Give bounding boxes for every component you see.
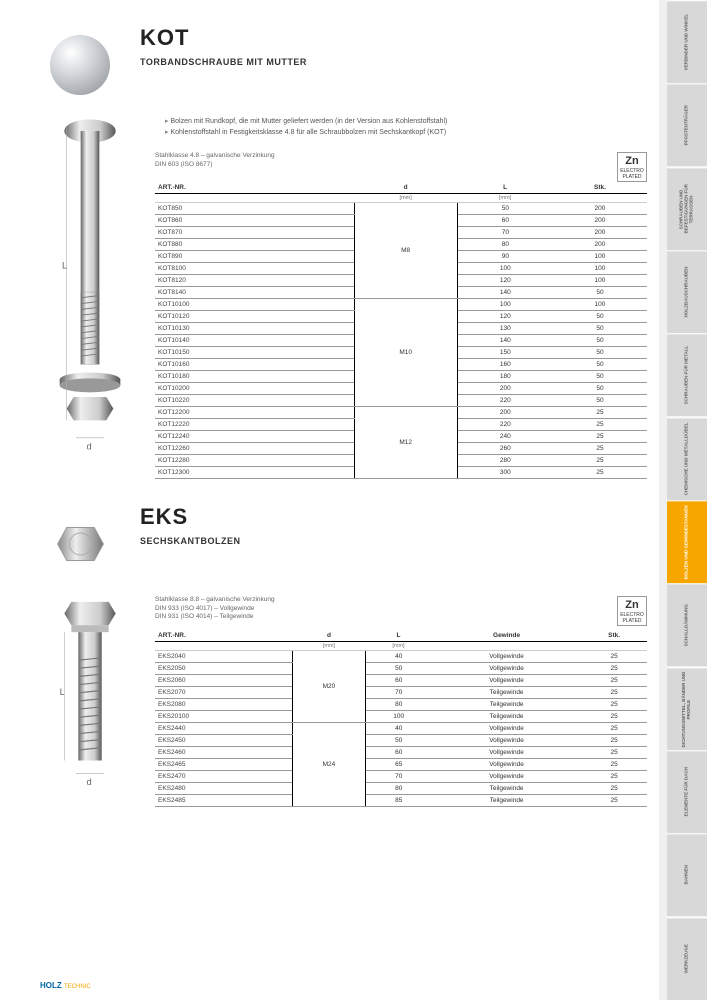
kot-title: KOT bbox=[140, 25, 307, 51]
table-row: KOT12200M1220025 bbox=[155, 407, 647, 419]
table-row: EKS2440M2440Vollgewinde25 bbox=[155, 722, 647, 734]
table-row: EKS247070Vollgewinde25 bbox=[155, 770, 647, 782]
sidebar-tab[interactable]: SCHRAUBEN FÜR METALL bbox=[667, 333, 707, 416]
table-row: EKS20100100Teilgewinde25 bbox=[155, 710, 647, 722]
table-row: EKS206060Vollgewinde25 bbox=[155, 674, 647, 686]
eks-diagram: L d bbox=[40, 596, 140, 806]
section-eks: EKS SECHSKANTBOLZEN L d ZnELECTROPLATED … bbox=[40, 504, 647, 806]
eks-thumb bbox=[40, 504, 120, 584]
kot-spec: Stahlklasse 4.8 – galvanische Verzinkung… bbox=[155, 152, 647, 169]
eks-table: ART.-NR.dLGewindeStk. [mm][mm] EKS2040M2… bbox=[155, 630, 647, 807]
svg-text:d: d bbox=[87, 442, 92, 452]
kot-table: ART.-NR.dLStk. [mm][mm] KOT850M850200KOT… bbox=[155, 182, 647, 479]
footer-brand: HOLZ TECHNIC bbox=[40, 981, 91, 990]
table-row: EKS205050Vollgewinde25 bbox=[155, 662, 647, 674]
svg-text:d: d bbox=[87, 777, 92, 787]
section-kot: KOT TORBANDSCHRAUBE MIT MUTTER L d Bolze… bbox=[40, 25, 647, 479]
table-row: EKS245050Vollgewinde25 bbox=[155, 734, 647, 746]
eks-subtitle: SECHSKANTBOLZEN bbox=[140, 536, 241, 546]
sidebar-tab[interactable]: PFOSTENTRÄGER bbox=[667, 83, 707, 166]
bullet-item: Kohlenstoffstahl in Festigkeitsklasse 4.… bbox=[165, 128, 647, 137]
sidebar-tab[interactable]: BAHNEN bbox=[667, 833, 707, 916]
table-row: EKS207070Teilgewinde25 bbox=[155, 686, 647, 698]
sidebar-tab[interactable]: SCHRAUBEN UND BEFESTIGUNGEN FÜR TERRASSE… bbox=[667, 167, 707, 250]
table-row: EKS246565Vollgewinde25 bbox=[155, 758, 647, 770]
table-row: KOT850M850200 bbox=[155, 203, 647, 215]
category-sidebar: VERBINDER UND WINKELPFOSTENTRÄGERSCHRAUB… bbox=[667, 0, 707, 1000]
table-row: EKS208080Teilgewinde25 bbox=[155, 698, 647, 710]
table-row: EKS246060Vollgewinde25 bbox=[155, 746, 647, 758]
zn-badge: ZnELECTROPLATED bbox=[617, 152, 647, 182]
sidebar-tab[interactable]: CHEMISCHE UND METALLDÜBEL bbox=[667, 417, 707, 500]
sidebar-tab[interactable]: SCHALLDÄMMUNG bbox=[667, 583, 707, 666]
sidebar-tab[interactable]: DICHTUNGSMITTEL, BÄNDER UND PROFILE bbox=[667, 667, 707, 750]
zn-badge: ZnELECTROPLATED bbox=[617, 596, 647, 626]
bullet-item: Bolzen mit Rundkopf, die mit Mutter geli… bbox=[165, 117, 647, 126]
eks-title: EKS bbox=[140, 504, 241, 530]
sidebar-tab[interactable]: WERKZEUGE bbox=[667, 917, 707, 1000]
sidebar-tab[interactable]: HOLZBAUSCHRAUBEN bbox=[667, 250, 707, 333]
table-row: KOT10100M10100100 bbox=[155, 299, 647, 311]
sidebar-tab[interactable]: ELEMENTE FÜR DACH bbox=[667, 750, 707, 833]
kot-thumb bbox=[40, 25, 120, 105]
eks-spec: Stahlklasse 8.8 – galvanische Verzinkung… bbox=[155, 596, 647, 621]
kot-diagram: L d bbox=[40, 117, 140, 479]
table-row: EKS248585Teilgewinde25 bbox=[155, 794, 647, 806]
sidebar-tab[interactable]: BOLZEN UND GEWINDESTANGEN bbox=[667, 500, 707, 583]
table-row: EKS248080Teilgewinde25 bbox=[155, 782, 647, 794]
table-row: EKS2040M2040Vollgewinde25 bbox=[155, 650, 647, 662]
sidebar-tab[interactable]: VERBINDER UND WINKEL bbox=[667, 0, 707, 83]
kot-bullets: Bolzen mit Rundkopf, die mit Mutter geli… bbox=[165, 117, 647, 137]
kot-subtitle: TORBANDSCHRAUBE MIT MUTTER bbox=[140, 57, 307, 67]
